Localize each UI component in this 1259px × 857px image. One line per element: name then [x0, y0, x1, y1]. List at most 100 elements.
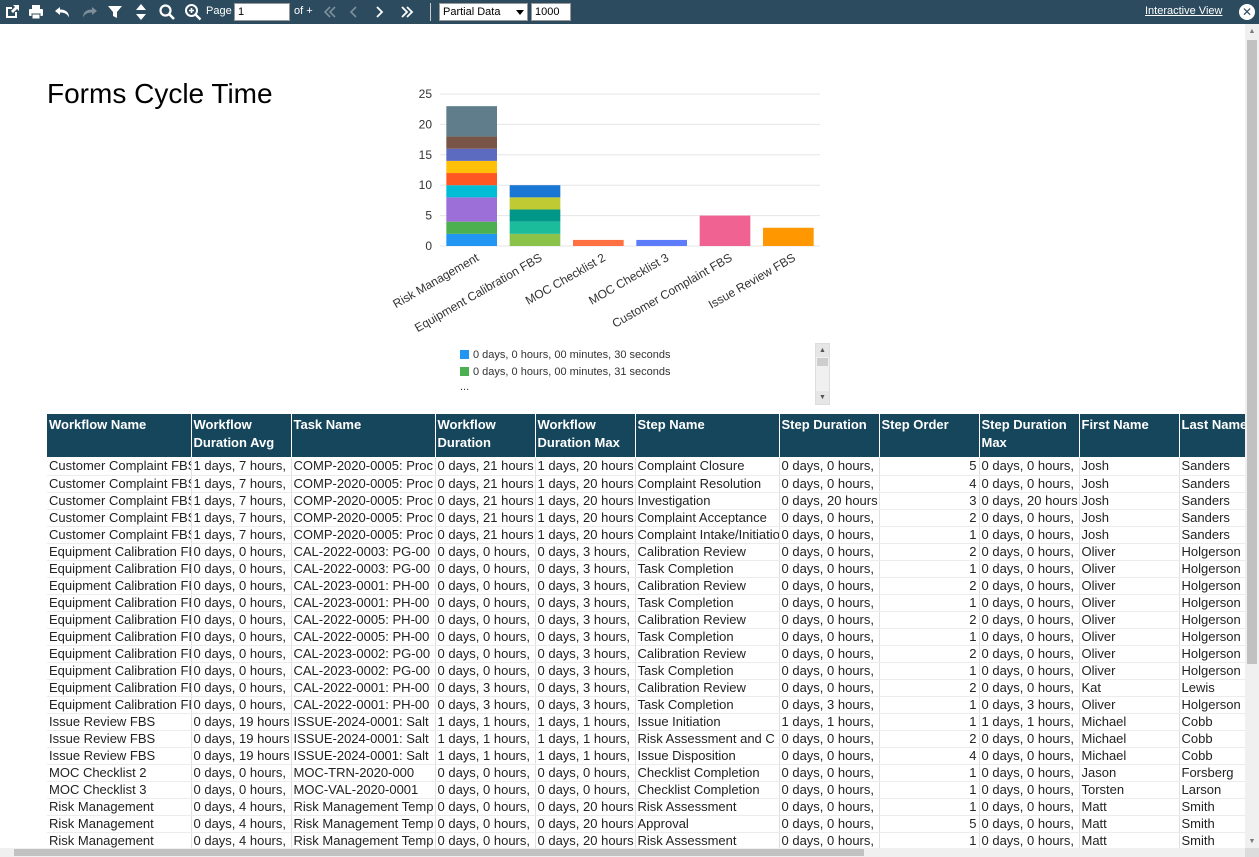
bar-segment[interactable] — [509, 209, 561, 222]
table-row[interactable]: Equipment Calibration FBS 0 days, 0 hours… — [47, 645, 1245, 663]
column-header[interactable]: Workflow Duration — [435, 414, 536, 457]
table-row[interactable]: Risk Management 0 days, 4 hours, Risk Mana… — [47, 815, 1245, 833]
table-row[interactable]: Issue Review FBS 0 days, 19 hours ISSUE-20… — [47, 713, 1245, 731]
table-cell: 1 days, 20 hours — [535, 475, 636, 493]
bar-segment[interactable] — [446, 148, 497, 161]
table-row[interactable]: Equipment Calibration FBS 0 days, 0 hours… — [47, 594, 1245, 612]
table-row[interactable]: Equipment Calibration FBS 0 days, 0 hours… — [47, 662, 1245, 680]
first-page-icon[interactable] — [320, 2, 340, 22]
bar-segment[interactable] — [509, 221, 561, 234]
bar-segment[interactable] — [446, 160, 497, 174]
undo-icon[interactable] — [53, 2, 73, 22]
bar-segment[interactable] — [446, 136, 497, 149]
table-cell: 1 days, 7 hours, — [191, 526, 292, 544]
close-icon[interactable]: ✕ — [1239, 4, 1255, 20]
next-page-icon[interactable] — [369, 2, 389, 22]
column-header[interactable]: Workflow Duration Avg — [191, 414, 292, 457]
legend-item[interactable]: 0 days, 0 hours, 00 minutes, 30 seconds — [460, 346, 810, 363]
scroll-down-icon[interactable]: ▼ — [816, 391, 829, 404]
search-icon[interactable] — [157, 2, 177, 22]
table-cell: 1 days, 20 hours — [535, 526, 636, 544]
bar-segment[interactable] — [446, 221, 497, 234]
row-limit-input[interactable] — [531, 3, 571, 21]
column-header[interactable]: First Name — [1079, 414, 1180, 457]
column-header[interactable]: Step Duration Max — [979, 414, 1080, 457]
table-row[interactable]: Risk Management 0 days, 4 hours, Risk Mana… — [47, 798, 1245, 816]
bar-segment[interactable] — [446, 197, 497, 222]
report-table-container: Workflow Name Workflow Duration Avg Task N… — [47, 414, 1245, 848]
horizontal-scroll-thumb[interactable] — [14, 849, 864, 856]
zoom-in-icon[interactable] — [183, 2, 203, 22]
bar-segment[interactable] — [509, 233, 561, 246]
data-mode-select[interactable]: Partial Data — [439, 3, 528, 21]
table-row[interactable]: Risk Management 0 days, 4 hours, Risk Mana… — [47, 832, 1245, 848]
print-icon[interactable] — [26, 2, 46, 22]
table-row[interactable]: Customer Complaint FBS 1 days, 7 hours, CO… — [47, 475, 1245, 493]
scroll-up-icon[interactable]: ▲ — [1248, 27, 1256, 35]
bar-segment[interactable] — [446, 106, 497, 137]
table-row[interactable]: Customer Complaint FBS 1 days, 7 hours, CO… — [47, 509, 1245, 527]
bar-segment[interactable] — [446, 185, 497, 198]
bar-segment[interactable] — [446, 173, 497, 186]
sort-icon[interactable] — [131, 2, 151, 22]
table-row[interactable]: Equipment Calibration FBS 0 days, 0 hours… — [47, 560, 1245, 578]
table-cell: Risk Management — [47, 815, 192, 833]
page-number-input[interactable] — [234, 3, 290, 21]
bar-segment[interactable] — [636, 239, 687, 246]
column-header[interactable]: Task Name — [291, 414, 436, 457]
table-cell: Holgerson — [1179, 560, 1245, 578]
table-cell: Equipment Calibration FBS — [47, 662, 192, 680]
legend-swatch — [460, 350, 469, 359]
bar-segment[interactable] — [509, 197, 561, 210]
column-header[interactable]: Step Order — [879, 414, 980, 457]
vertical-scrollbar[interactable]: ▲ ▼ — [1245, 24, 1259, 848]
table-cell: Equipment Calibration FBS — [47, 696, 192, 714]
table-cell: 1 — [879, 628, 980, 646]
column-header[interactable]: Workflow Name — [47, 414, 192, 457]
table-row[interactable]: Issue Review FBS 0 days, 19 hours ISSUE-20… — [47, 730, 1245, 748]
table-cell: 0 days, 0 hours, — [191, 764, 292, 782]
table-cell: Calibration Review — [635, 577, 780, 595]
table-row[interactable]: Customer Complaint FBS 1 days, 7 hours, CO… — [47, 526, 1245, 544]
bar-segment[interactable] — [699, 215, 751, 246]
table-row[interactable]: Equipment Calibration FBS 0 days, 0 hours… — [47, 577, 1245, 595]
column-header[interactable]: Last Name — [1179, 414, 1245, 457]
legend-scroll-thumb[interactable] — [817, 358, 828, 366]
scroll-up-icon[interactable]: ▲ — [816, 344, 829, 357]
table-row[interactable]: Equipment Calibration FBS 0 days, 0 hours… — [47, 679, 1245, 697]
table-cell: Holgerson — [1179, 543, 1245, 561]
table-cell: Complaint Closure — [635, 458, 780, 476]
column-header[interactable]: Step Duration — [779, 414, 880, 457]
legend-item[interactable]: 0 days, 0 hours, 00 minutes, 31 seconds — [460, 363, 810, 380]
previous-page-icon[interactable] — [344, 2, 364, 22]
interactive-view-link[interactable]: Interactive View — [1145, 5, 1223, 17]
bar-segment[interactable] — [763, 227, 814, 246]
bar-segment[interactable] — [446, 233, 497, 246]
table-cell: Investigation — [635, 492, 780, 510]
last-page-icon[interactable] — [397, 2, 417, 22]
table-row[interactable]: Issue Review FBS 0 days, 19 hours ISSUE-20… — [47, 747, 1245, 765]
horizontal-scrollbar[interactable] — [0, 848, 1245, 857]
table-row[interactable]: Customer Complaint FBS 1 days, 7 hours, CO… — [47, 458, 1245, 476]
bar-segment[interactable] — [573, 239, 624, 246]
bar-segment[interactable] — [509, 185, 561, 198]
table-row[interactable]: Equipment Calibration FBS 0 days, 0 hours… — [47, 628, 1245, 646]
table-row[interactable]: Equipment Calibration FBS 0 days, 0 hours… — [47, 611, 1245, 629]
filter-icon[interactable] — [105, 2, 125, 22]
vertical-scroll-thumb[interactable] — [1247, 40, 1257, 664]
column-header[interactable]: Step Name — [635, 414, 780, 457]
table-row[interactable]: Customer Complaint FBS 1 days, 7 hours, CO… — [47, 492, 1245, 510]
table-row[interactable]: Equipment Calibration FBS 0 days, 0 hours… — [47, 696, 1245, 714]
column-header[interactable]: Workflow Duration Max — [535, 414, 636, 457]
table-cell: 3 — [879, 492, 980, 510]
redo-icon[interactable] — [79, 2, 99, 22]
scroll-down-icon[interactable]: ▼ — [1248, 837, 1256, 845]
table-cell: 0 days, 0 hours, — [535, 764, 636, 782]
table-row[interactable]: Equipment Calibration FBS 0 days, 0 hours… — [47, 543, 1245, 561]
table-cell: Matt — [1079, 798, 1180, 816]
external-link-icon[interactable] — [2, 2, 22, 22]
legend-scrollbar[interactable]: ▲ ▼ — [815, 343, 830, 405]
